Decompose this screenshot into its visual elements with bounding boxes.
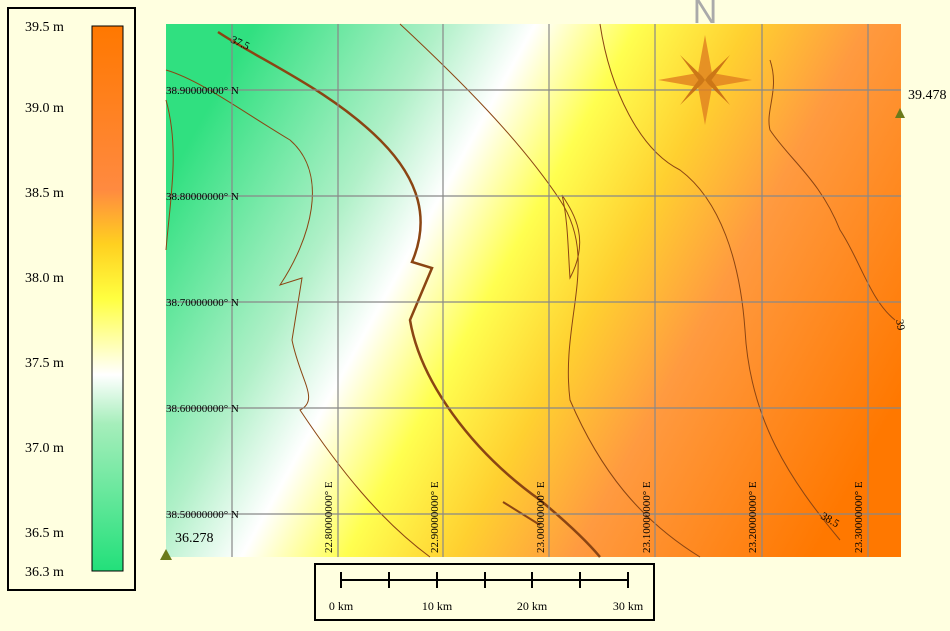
scale-label: 0 km bbox=[329, 599, 354, 613]
compass-rose bbox=[658, 35, 752, 125]
legend-label: 39.5 m bbox=[25, 20, 64, 35]
scale-bar bbox=[340, 572, 629, 588]
contour bbox=[217, 30, 601, 558]
compass-north: N bbox=[693, 0, 718, 31]
latitude-label: 38.90000000° N bbox=[166, 85, 239, 97]
longitude-label: 23.30000000° E bbox=[853, 481, 865, 553]
longitude-label: 22.90000000° E bbox=[429, 481, 441, 553]
latitude-label: 38.80000000° N bbox=[166, 191, 239, 203]
contour bbox=[768, 59, 896, 321]
color-bar bbox=[91, 25, 124, 572]
latitude-label: 38.50000000° N bbox=[166, 509, 239, 521]
scale-label: 10 km bbox=[422, 599, 453, 613]
legend-label: 38.0 m bbox=[25, 271, 64, 286]
longitude-label: 23.00000000° E bbox=[535, 481, 547, 553]
longitude-label: 22.80000000° E bbox=[323, 481, 335, 553]
contour-label: 39 bbox=[893, 318, 907, 331]
point-marker bbox=[160, 549, 172, 560]
legend-label: 39.0 m bbox=[25, 101, 64, 116]
contour bbox=[165, 69, 431, 558]
point-marker bbox=[895, 108, 905, 118]
legend-label: 36.3 m bbox=[25, 565, 64, 580]
legend-label: 38.5 m bbox=[25, 186, 64, 201]
latitude-label: 38.70000000° N bbox=[166, 297, 239, 309]
contour bbox=[599, 23, 841, 541]
legend-label: 36.5 m bbox=[25, 526, 64, 541]
graticule bbox=[166, 24, 901, 557]
point-label: 36.278 bbox=[175, 531, 214, 546]
contour bbox=[561, 194, 581, 280]
point-label: 39.478 bbox=[908, 88, 947, 103]
legend-label: 37.0 m bbox=[25, 441, 64, 456]
map-field bbox=[166, 24, 901, 557]
legend-label: 37.5 m bbox=[25, 356, 64, 371]
contours bbox=[165, 23, 896, 558]
scale-label: 30 km bbox=[613, 599, 644, 613]
latitude-label: 38.60000000° N bbox=[166, 403, 239, 415]
longitude-label: 23.10000000° E bbox=[641, 481, 653, 553]
contour bbox=[399, 23, 701, 558]
scale-label: 20 km bbox=[517, 599, 548, 613]
contour bbox=[165, 99, 174, 251]
longitude-label: 23.20000000° E bbox=[747, 481, 759, 553]
